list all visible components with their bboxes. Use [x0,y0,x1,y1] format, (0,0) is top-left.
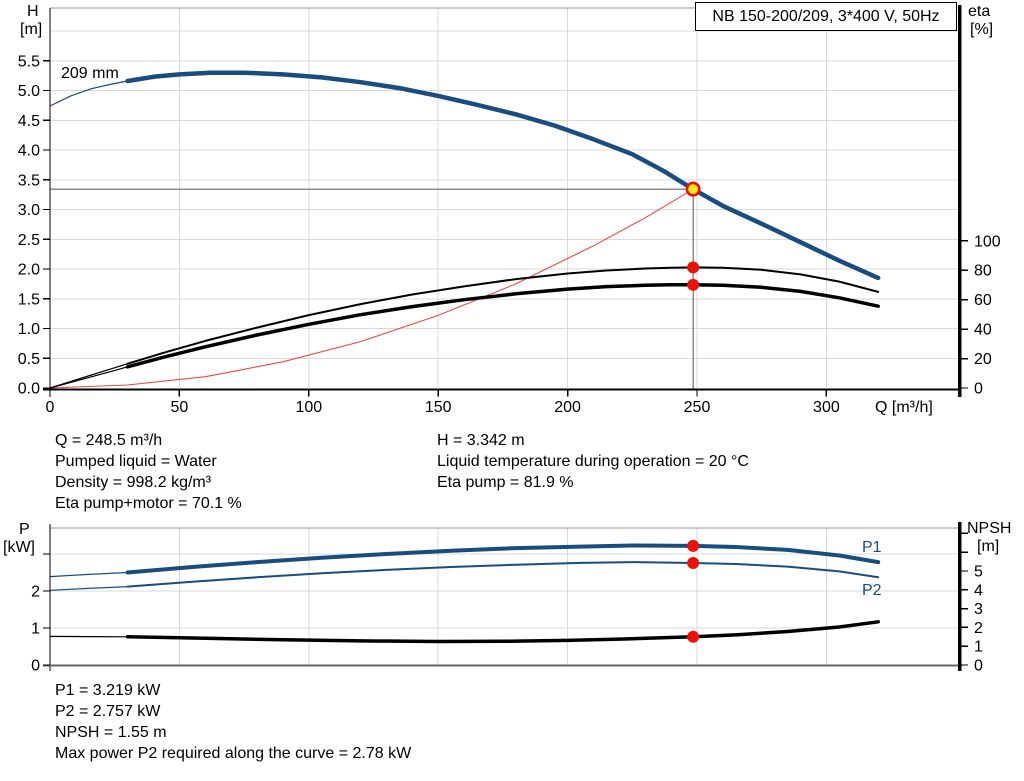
p1-curve[interactable] [125,543,881,575]
npsh-tick-label: 3 [974,601,983,618]
info-pumped-liquid: Pumped liquid = Water [55,453,217,470]
pump-head-209mm-curve-thin[interactable] [49,80,129,107]
p-axis-unit: [kW] [3,539,35,556]
npsh-axis-unit: [m] [977,538,1000,555]
q-tick-label: 0 [46,399,55,416]
pump-title: NB 150-200/209, 3*400 V, 50Hz [712,7,940,25]
eta-tick-label: 60 [974,292,992,309]
p1-point-marker [687,539,700,552]
info-eta-pump: Eta pump = 81.9 % [437,474,574,491]
q-tick-label: 300 [813,399,840,416]
info-density: Density = 998.2 kg/m³ [55,474,212,491]
p2-curve-label: P2 [862,582,882,599]
eta-tick-label: 0 [974,381,983,398]
info-eta-pump-motor: Eta pump+motor = 70.1 % [55,495,242,512]
info-p1: P1 = 3.219 kW [55,682,161,699]
system-curve[interactable] [49,188,694,389]
p-axis-title: P [19,521,30,538]
x-axis-title: Q [m³/h] [875,399,933,416]
info-flow: Q = 248.5 m³/h [55,432,163,449]
p-tick-label: 0 [31,658,40,675]
npsh-tick-label: 0 [974,658,983,675]
npsh-tick-label: 2 [974,620,983,637]
power-info: P1 = 3.219 kW P2 = 2.757 kW NPSH = 1.55 … [55,680,411,764]
npsh-curve[interactable] [125,620,880,644]
h-tick-label: 3.5 [18,172,40,189]
h-tick-label: 5.5 [18,53,40,70]
q-tick-label: 200 [554,399,581,416]
eta-axis-unit: [%] [970,21,994,38]
eta-tick-label: 20 [974,351,992,368]
p1-curve-label: P1 [862,539,882,556]
duty-point-marker[interactable] [685,181,701,197]
p2-point-marker [687,556,700,569]
eta-pump-curve[interactable] [126,266,880,365]
eta-tick-label: 40 [974,322,992,339]
npsh-tick-label: 5 [974,564,983,581]
duty-info-left: Q = 248.5 m³/h Pumped liquid = Water Den… [55,430,242,514]
h-tick-label: 4.5 [18,113,40,130]
h-tick-label: 2.0 [18,262,40,279]
eta-tick-label: 80 [974,263,992,280]
h-axis-unit: [m] [20,21,43,38]
h-tick-label: 0.5 [18,351,40,368]
h-tick-label: 2.5 [18,232,40,249]
p1-curve-thin[interactable] [49,571,129,578]
info-npsh: NPSH = 1.55 m [55,724,167,741]
pump-head-209mm-curve[interactable] [125,70,881,281]
p-tick-label: 2 [31,584,40,601]
npsh-axis-title: NPSH [967,520,1012,537]
npsh-point-marker [687,630,700,643]
info-head: H = 3.342 m [437,432,525,449]
q-tick-label: 50 [171,399,189,416]
h-tick-label: 1.5 [18,291,40,308]
eta-pump-motor-point-marker [687,278,700,291]
eta-pump-motor-curve[interactable] [125,283,880,369]
npsh-tick-label: 1 [974,639,983,656]
eta-axis-title: eta [968,3,991,20]
impeller-diameter-label: 209 mm [61,65,119,82]
eta-pump-point-marker [687,261,700,274]
h-tick-label: 4.0 [18,143,40,160]
pump-title-box: NB 150-200/209, 3*400 V, 50Hz [695,2,957,31]
eta-pump-motor-curve-thin[interactable] [49,366,129,389]
p-tick-label: 1 [31,621,40,638]
npsh-tick-label: 4 [974,582,983,599]
h-tick-label: 0.0 [18,381,40,398]
q-tick-label: 250 [684,399,711,416]
h-tick-label: 1.0 [18,321,40,338]
p2-curve[interactable] [126,561,880,588]
info-liquid-temp: Liquid temperature during operation = 20… [437,453,749,470]
info-max-power: Max power P2 required along the curve = … [55,745,412,762]
h-tick-label: 5.0 [18,83,40,100]
q-tick-label: 100 [295,399,322,416]
info-p2: P2 = 2.757 kW [55,703,161,720]
p2-curve-thin[interactable] [49,585,129,591]
duty-info-right: H = 3.342 m Liquid temperature during op… [437,430,749,493]
q-tick-label: 150 [425,399,452,416]
h-axis-title: H [27,3,39,20]
h-tick-label: 3.0 [18,202,40,219]
eta-tick-label: 100 [974,233,1001,250]
